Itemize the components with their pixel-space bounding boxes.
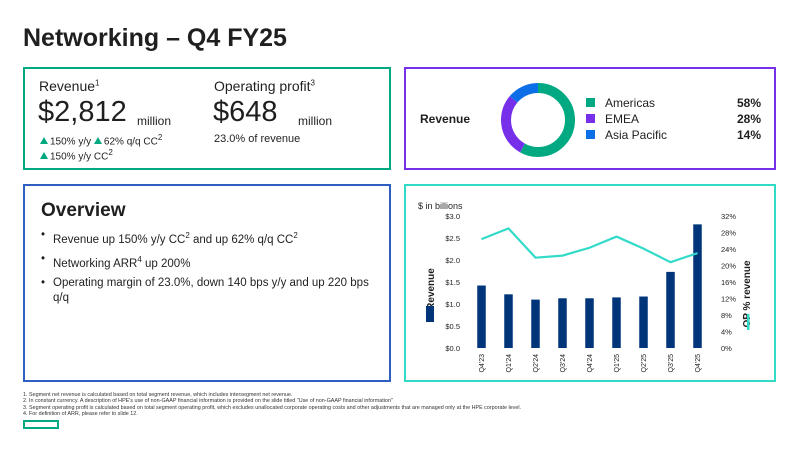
legend-asia-pacific: Asia Pacific 14% (586, 128, 761, 142)
revenue-donut (501, 83, 575, 157)
y-tick-label: $3.0 (445, 212, 460, 221)
y2-tick-label: 16% (721, 278, 736, 287)
y-tick-label: $0.0 (445, 344, 460, 353)
asia-pacific-swatch (586, 130, 595, 139)
y2-tick-label: 32% (721, 212, 736, 221)
overview-bullet: Revenue up 150% y/y CC2 and up 62% q/q C… (41, 228, 371, 248)
y2-axis-label: OP % revenue (742, 260, 753, 328)
revenue-growth-line2: 150% y/y CC2 (40, 148, 113, 162)
overview-title: Overview (41, 200, 126, 221)
footnote: 3. Segment operating profit is calculate… (23, 404, 522, 411)
op-profit-note: 23.0% of revenue (214, 133, 301, 145)
americas-swatch (586, 98, 595, 107)
overview-panel: Overview Revenue up 150% y/y CC2 and up … (23, 184, 391, 382)
y2-tick-label: 8% (721, 311, 732, 320)
footnote: 4. For definition of ARR, please refer t… (23, 411, 138, 418)
y-tick-label: $2.0 (445, 256, 460, 265)
revenue-bar (477, 285, 486, 348)
y2-tick-label: 20% (721, 262, 736, 271)
y-tick-label: $1.5 (445, 278, 460, 287)
op-profit-label: Operating profit3 (214, 78, 315, 94)
revenue-growth-line1: 150% y/y 62% q/q CC2 (40, 133, 162, 147)
revenue-bar (504, 294, 513, 348)
page-title: Networking – Q4 FY25 (23, 24, 287, 52)
x-tick-label: Q1'24 (506, 354, 513, 373)
op-line-legend-swatch (747, 314, 750, 330)
x-tick-label: Q3'25 (668, 354, 675, 373)
revenue-mix-panel: Revenue Americas 58% EMEA 28% Asia Pacif… (404, 67, 776, 170)
donut-label: Revenue (420, 112, 471, 126)
revenue-bar (693, 224, 702, 348)
overview-bullet: Networking ARR4 up 200% (41, 252, 371, 272)
x-tick-label: Q2'25 (641, 354, 648, 373)
up-arrow-icon (40, 152, 48, 160)
footnote: 1. Segment net revenue is calculated bas… (23, 392, 293, 398)
y2-tick-label: 12% (721, 295, 736, 304)
x-tick-label: Q4'25 (695, 354, 702, 373)
revenue-unit: million (137, 114, 172, 128)
revenue-bar (558, 298, 567, 348)
overview-bullet: Operating margin of 23.0%, down 140 bps … (41, 276, 371, 306)
x-tick-label: Q1'25 (614, 354, 621, 373)
legend-emea: EMEA 28% (586, 112, 761, 126)
revenue-panel: Revenue1 $2,812 million 150% y/y 62% q/q… (23, 67, 391, 170)
y2-tick-label: 4% (721, 328, 732, 337)
revenue-bar (612, 297, 621, 348)
op-percent-line (481, 227, 698, 264)
op-profit-value: $648 (213, 96, 278, 128)
revenue-legend-swatch (426, 306, 434, 322)
up-arrow-icon (93, 137, 102, 145)
chart-title: $ in billions (418, 201, 463, 211)
op-profit-unit: million (298, 114, 333, 128)
revenue-value: $2,812 (38, 96, 127, 128)
x-tick-label: Q4'24 (587, 354, 594, 373)
x-tick-label: Q2'24 (533, 354, 540, 373)
legend-americas: Americas 58% (586, 96, 761, 110)
donut-segment-emea (501, 83, 575, 157)
revenue-bar (666, 271, 675, 348)
emea-swatch (586, 114, 595, 123)
x-tick-label: Q4'23 (479, 354, 486, 373)
y-tick-label: $0.5 (445, 322, 460, 331)
brand-logo (23, 420, 59, 429)
y2-tick-label: 28% (721, 229, 736, 238)
y2-tick-label: 24% (721, 245, 736, 254)
donut-segment-asia-pacific (501, 83, 575, 157)
overview-list: Revenue up 150% y/y CC2 and up 62% q/q C… (41, 228, 371, 310)
revenue-chart-panel: $ in billions $0.0 $0.5 $1.0 $1.5 $2.0 $2.5 $3… (404, 184, 776, 382)
y-axis-label: Revenue (426, 268, 437, 310)
y2-tick-label: 0% (721, 344, 732, 353)
revenue-bar (639, 296, 648, 348)
revenue-op-chart: $ in billions $0.0 $0.5 $1.0 $1.5 $2.0 $2.5 $3… (418, 201, 753, 373)
y-tick-label: $1.0 (445, 300, 460, 309)
revenue-bar (585, 298, 594, 348)
footnote: 2. In constant currency. A description o… (23, 398, 393, 405)
footnotes: 1. Segment net revenue is calculated bas… (23, 392, 521, 418)
up-arrow-icon (40, 137, 48, 145)
y-tick-label: $2.5 (445, 234, 460, 243)
x-tick-label: Q3'24 (560, 354, 567, 373)
revenue-bar (531, 299, 540, 348)
revenue-label: Revenue1 (39, 78, 100, 94)
